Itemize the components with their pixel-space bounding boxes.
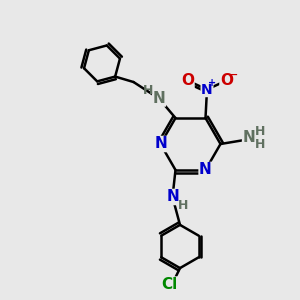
Text: N: N (199, 163, 212, 178)
Text: N: N (153, 91, 165, 106)
Text: N: N (154, 136, 167, 152)
Text: H: H (143, 84, 154, 97)
Text: N: N (243, 130, 255, 146)
Text: −: − (229, 70, 239, 80)
Text: Cl: Cl (161, 277, 178, 292)
Text: H: H (255, 125, 265, 139)
Text: H: H (255, 138, 265, 152)
Text: N: N (201, 82, 213, 97)
Text: N: N (166, 190, 179, 205)
Text: O: O (220, 73, 233, 88)
Text: +: + (208, 78, 217, 88)
Text: O: O (181, 73, 194, 88)
Text: H: H (178, 199, 188, 212)
